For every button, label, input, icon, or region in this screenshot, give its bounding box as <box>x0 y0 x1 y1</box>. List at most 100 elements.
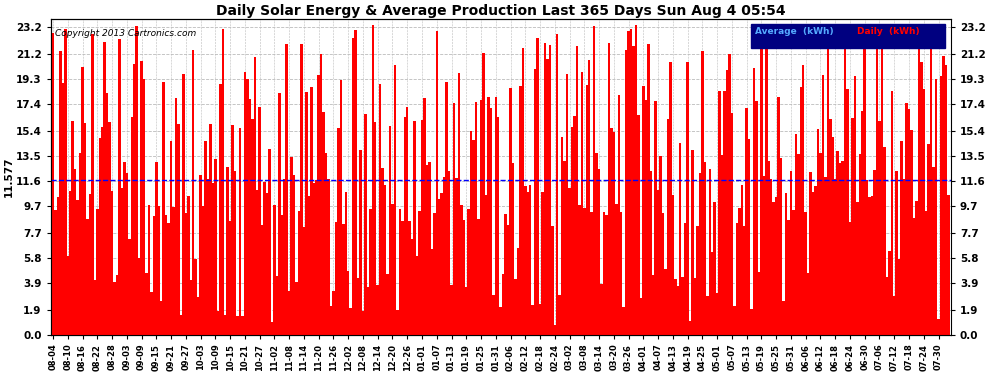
Bar <box>644 100 647 334</box>
Bar <box>84 123 86 334</box>
Bar <box>81 68 84 334</box>
Bar <box>477 219 480 334</box>
Bar <box>770 179 772 334</box>
Bar <box>568 188 571 334</box>
Bar <box>719 91 721 334</box>
Bar <box>416 256 419 334</box>
Bar <box>295 282 298 334</box>
Bar <box>391 204 394 334</box>
Bar <box>532 305 534 334</box>
Bar <box>576 46 578 334</box>
Bar <box>237 316 239 334</box>
Bar <box>175 98 177 334</box>
Bar <box>920 62 923 334</box>
Bar <box>578 205 580 334</box>
Bar <box>66 256 69 334</box>
Bar <box>475 102 477 334</box>
Bar <box>647 44 649 334</box>
Bar <box>681 277 684 334</box>
Bar <box>141 61 143 334</box>
Bar <box>726 70 729 334</box>
Bar <box>433 213 436 334</box>
Bar <box>790 171 792 334</box>
Bar <box>384 185 386 334</box>
Bar <box>930 38 933 334</box>
Bar <box>285 44 288 334</box>
Bar <box>56 196 59 334</box>
Bar <box>421 120 423 334</box>
Bar <box>918 26 920 334</box>
Bar <box>419 211 421 334</box>
Bar <box>605 215 608 334</box>
Bar <box>669 62 671 334</box>
Bar <box>150 292 152 334</box>
Bar <box>684 223 686 334</box>
Bar <box>426 165 428 334</box>
Bar <box>546 59 548 334</box>
Bar <box>566 74 568 334</box>
Bar <box>834 179 837 334</box>
Bar <box>359 150 361 334</box>
Bar <box>866 180 868 334</box>
Bar <box>207 179 209 334</box>
Bar <box>878 121 881 334</box>
Bar <box>782 301 785 334</box>
Bar <box>553 325 556 334</box>
Bar <box>315 180 318 334</box>
Bar <box>261 225 263 334</box>
Bar <box>182 74 184 334</box>
Bar <box>750 309 752 334</box>
Bar <box>729 54 731 334</box>
Bar <box>148 205 150 334</box>
Bar <box>679 143 681 334</box>
Bar <box>386 274 389 334</box>
Bar <box>635 25 638 334</box>
Title: Daily Solar Energy & Average Production Last 365 Days Sun Aug 4 05:54: Daily Solar Energy & Average Production … <box>216 4 785 18</box>
Bar <box>891 92 893 334</box>
Bar <box>527 192 529 334</box>
Bar <box>734 306 736 334</box>
Bar <box>338 128 340 335</box>
Bar <box>935 79 938 334</box>
Bar <box>900 141 903 334</box>
Bar <box>108 122 111 334</box>
Bar <box>371 26 374 334</box>
Bar <box>187 196 189 334</box>
Bar <box>303 227 305 334</box>
Bar <box>212 183 214 334</box>
Bar <box>136 26 138 334</box>
Bar <box>843 46 846 334</box>
Bar <box>529 186 532 334</box>
Bar <box>800 87 802 334</box>
Bar <box>99 138 101 334</box>
Bar <box>640 298 643 334</box>
Bar <box>928 144 930 334</box>
Bar <box>839 162 842 334</box>
Bar <box>224 315 227 334</box>
Bar <box>258 107 261 334</box>
Bar <box>138 258 141 334</box>
Bar <box>649 171 652 334</box>
Bar <box>837 151 839 334</box>
Bar <box>116 275 118 334</box>
Bar <box>588 60 590 334</box>
Bar <box>661 213 664 334</box>
Bar <box>868 197 871 334</box>
Bar <box>162 82 165 334</box>
Bar <box>504 214 507 334</box>
Bar <box>600 284 603 334</box>
Bar <box>509 88 512 334</box>
Bar <box>293 175 295 334</box>
Bar <box>492 295 495 334</box>
Bar <box>192 50 194 334</box>
Bar <box>335 222 338 334</box>
Bar <box>905 103 908 334</box>
Bar <box>273 206 275 334</box>
Bar <box>290 157 293 334</box>
Bar <box>428 162 431 334</box>
Bar <box>942 56 944 334</box>
Bar <box>111 191 113 334</box>
Bar <box>742 226 745 334</box>
Bar <box>157 206 160 334</box>
Bar <box>256 190 258 334</box>
